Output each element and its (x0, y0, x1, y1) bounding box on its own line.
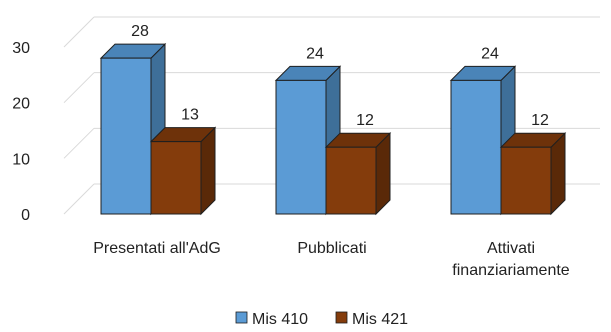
bars (99, 42, 567, 216)
bar (275, 79, 327, 215)
data-label: 24 (306, 45, 324, 62)
legend: Mis 410 Mis 421 (235, 311, 408, 328)
data-label: 13 (181, 107, 199, 124)
bar (450, 79, 502, 215)
data-label: 24 (481, 45, 499, 62)
bar (500, 146, 552, 215)
category-labels: Presentati all'AdG Pubblicati Attivati fina… (93, 240, 570, 279)
y-tick-label: 30 (12, 40, 30, 57)
data-label: 28 (131, 23, 149, 40)
category-label: finanziariamente (452, 262, 570, 279)
gridline-diagonal (63, 183, 95, 215)
category-label: Attivati (487, 240, 535, 257)
bar-side (200, 126, 216, 216)
legend-label: Mis 421 (352, 311, 408, 328)
category-label: Pubblicati (297, 240, 366, 257)
y-axis-ticks: 0 10 20 30 (12, 40, 30, 224)
legend-swatch (235, 311, 248, 324)
data-label: 12 (531, 112, 549, 129)
gridline-diagonal (63, 127, 95, 159)
data-label: 12 (356, 112, 374, 129)
y-tick-label: 10 (12, 151, 30, 168)
gridline-diagonal (63, 16, 95, 48)
y-tick-label: 0 (21, 207, 30, 224)
bar (150, 141, 202, 215)
bar (100, 57, 152, 215)
legend-swatch (335, 311, 348, 324)
bar (325, 146, 377, 215)
data-labels: 28 13 24 12 24 12 (131, 23, 549, 129)
y-tick-label: 20 (12, 96, 30, 113)
legend-label: Mis 410 (252, 311, 308, 328)
category-label: Presentati all'AdG (93, 240, 221, 257)
gridline-diagonal (63, 72, 95, 104)
